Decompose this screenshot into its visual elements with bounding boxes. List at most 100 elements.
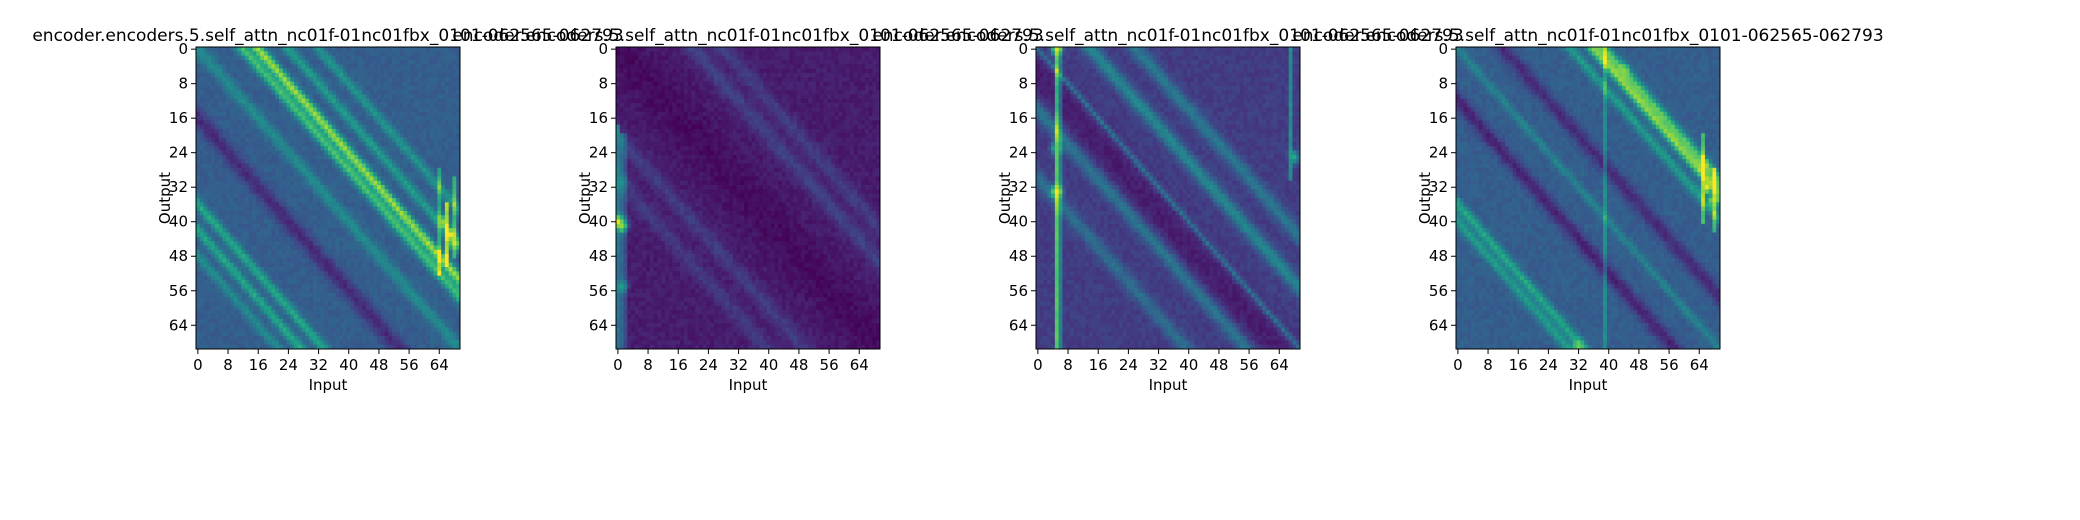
heatmap-cell [260,202,265,207]
heatmap-cell [456,81,461,87]
heatmap-cell [278,107,284,113]
heatmap-cell [324,133,329,138]
heatmap-cell [294,116,299,121]
heatmap-cell [286,262,291,268]
heatmap-cell [324,94,329,100]
heatmap-cell [320,267,325,272]
heatmap-cell [297,271,302,277]
heatmap-cell [275,344,280,350]
heatmap-cell [241,336,246,341]
heatmap-cell [196,198,201,203]
heatmap-cell [229,98,235,104]
heatmap-cell [361,323,367,328]
heatmap-cell [328,180,333,186]
heatmap-cell [263,275,269,281]
heatmap-cell [305,124,310,130]
heatmap-cell [203,292,208,298]
heatmap-cell [271,223,276,229]
heatmap-cell [350,172,355,177]
heatmap-cell [354,206,359,212]
heatmap-cell [267,141,272,147]
heatmap-cell [320,206,325,212]
heatmap-cell [748,47,753,52]
heatmap-cell [358,336,363,341]
heatmap-cell [229,154,235,160]
heatmap-cell [309,85,314,91]
heatmap-cell [218,275,223,281]
heatmap-cell [229,81,235,87]
heatmap-cell [241,146,246,151]
heatmap-cell [392,245,397,251]
heatmap-cell [444,51,450,56]
heatmap-cell [237,64,242,69]
heatmap-cell [301,228,306,233]
heatmap-cell [437,154,442,160]
heatmap-cell [369,103,374,108]
heatmap-cell [199,292,204,298]
heatmap-cell [399,236,404,242]
heatmap-cell [410,167,416,173]
heatmap-cell [260,124,265,130]
heatmap-cell [422,267,427,272]
heatmap-cell [452,85,457,91]
heatmap-cell [199,180,204,186]
heatmap-cell [207,90,212,95]
heatmap-cell [452,258,457,264]
heatmap-cell [392,68,397,74]
heatmap-cell [278,90,284,95]
heatmap-cell [369,198,374,203]
heatmap-cell [392,210,397,216]
heatmap-cell [373,176,378,182]
heatmap-cell [414,340,419,346]
heatmap-cell [199,275,204,281]
heatmap-cell [399,275,404,281]
heatmap-cell [226,206,231,212]
heatmap-cell [301,124,306,130]
heatmap-cell [403,223,408,229]
heatmap-cell [414,228,419,233]
heatmap-cell [301,159,306,164]
heatmap-cell [301,215,306,220]
heatmap-cell [358,120,363,126]
heatmap-cell [422,116,427,121]
heatmap-cell [339,98,344,104]
heatmap-cell [226,344,231,350]
heatmap-cell [218,85,223,91]
heatmap-cell [233,85,238,91]
heatmap-cell [377,275,382,281]
heatmap-cell [226,288,231,294]
heatmap-cell [305,254,310,259]
heatmap-cell [275,107,280,113]
heatmap-cell [241,64,246,69]
heatmap-cell [320,245,325,251]
heatmap-cell [410,301,416,307]
heatmap-cell [316,193,321,199]
heatmap-cell [320,116,325,121]
heatmap-cell [422,254,427,259]
heatmap-panel-2: 0 8 16 24 32 40 48 56 64 0 8 16 24 32 40 48 56 64 Input Out… [420,0,1043,520]
heatmap-cell [263,133,269,138]
heatmap-cell [278,163,284,169]
heatmap-cell [252,146,257,151]
heatmap-cell [245,141,250,147]
heatmap-cell [399,124,404,130]
heatmap-cell [343,267,348,272]
heatmap-cell [214,267,219,272]
heatmap-cell [297,159,302,164]
heatmap-cell [267,98,272,104]
heatmap-cell [377,59,382,65]
heatmap-cell [437,90,442,95]
heatmap-cell [377,279,382,285]
heatmap-cell [429,258,434,264]
heatmap-cell [214,193,219,199]
heatmap-cell [343,72,348,78]
heatmap-cell [203,210,208,216]
heatmap-cell [233,133,238,138]
heatmap-cell [361,254,367,259]
heatmap-cell [252,90,257,95]
heatmap-cell [278,111,284,117]
heatmap-cell [294,232,299,238]
heatmap-cell [410,98,416,104]
heatmap-cell [350,228,355,233]
heatmap-cell [410,314,416,320]
